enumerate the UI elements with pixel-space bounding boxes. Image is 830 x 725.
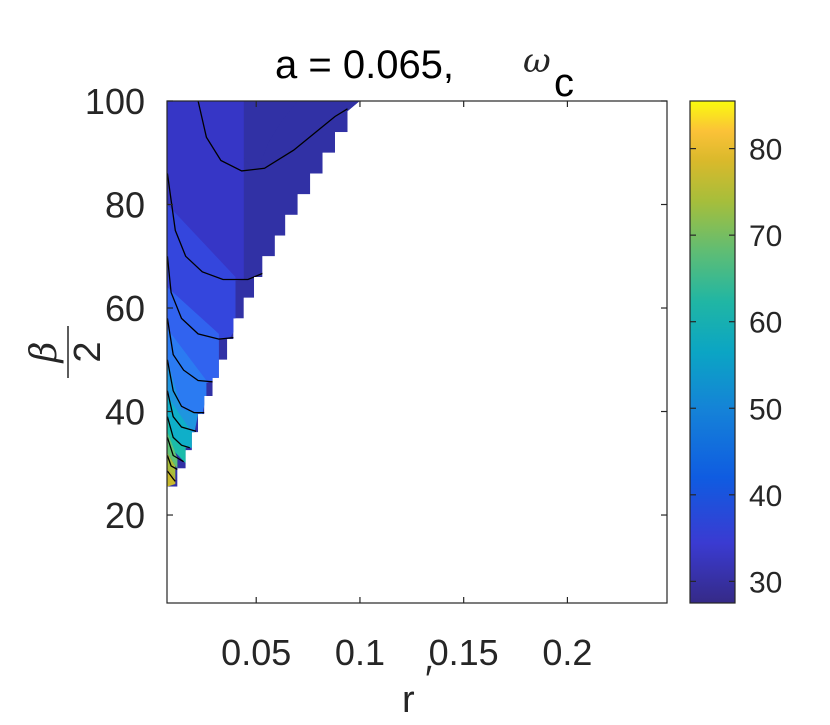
colorbar-gradient bbox=[689, 100, 736, 604]
colorbar-tick-label: 70 bbox=[749, 220, 782, 253]
y-tick-label: 40 bbox=[105, 392, 145, 433]
contour-line bbox=[167, 390, 197, 432]
y-tick-label: 60 bbox=[105, 288, 145, 329]
colorbar-tick-label: 40 bbox=[749, 480, 782, 513]
chart-title: a = 0.065, bbox=[275, 43, 454, 87]
contour-band bbox=[167, 416, 186, 464]
y-axis-label-denominator: 2 bbox=[67, 341, 109, 362]
contour-fill-group bbox=[167, 101, 360, 487]
colorbar-tick-label: 80 bbox=[749, 134, 782, 167]
y-axis: 20 40 60 80 100 bbox=[85, 81, 667, 536]
y-tick-label: 80 bbox=[105, 185, 145, 226]
x-tick-label: 0.2 bbox=[542, 632, 592, 673]
x-axis-label: r bbox=[402, 679, 415, 721]
contour-band bbox=[167, 432, 178, 469]
colorbar-tick-label: 30 bbox=[749, 566, 782, 599]
contour-line-group bbox=[167, 101, 348, 482]
y-axis-label-numerator: β bbox=[24, 342, 65, 365]
colorbar-tick-label: 60 bbox=[749, 307, 782, 340]
contour-line bbox=[167, 437, 184, 463]
y-tick-label: 100 bbox=[85, 81, 145, 122]
contour-line bbox=[167, 470, 176, 482]
x-axis: 0.05 0.1 0.15 0.2 bbox=[221, 101, 592, 673]
contour-band bbox=[167, 396, 192, 448]
contour-line bbox=[167, 359, 205, 414]
contour-band bbox=[167, 328, 207, 415]
y-axis-label: β 2 bbox=[24, 326, 109, 378]
plot-frame bbox=[166, 100, 668, 604]
contour-line bbox=[197, 101, 348, 172]
x-tick-label: 0.1 bbox=[335, 632, 385, 673]
y-tick-label: 20 bbox=[105, 495, 145, 536]
x-tick-label: 0.05 bbox=[221, 632, 291, 673]
contour-line bbox=[167, 455, 178, 471]
title-symbol-subscript: c bbox=[554, 61, 574, 105]
colorbar: 30 40 50 60 70 80 bbox=[689, 100, 782, 604]
contour-line bbox=[167, 416, 190, 449]
title-symbol: ω bbox=[523, 41, 551, 81]
x-axis-label-prime: ′ bbox=[425, 659, 432, 701]
colorbar-tick-label: 50 bbox=[749, 393, 782, 426]
x-tick-label: 0.15 bbox=[429, 632, 499, 673]
